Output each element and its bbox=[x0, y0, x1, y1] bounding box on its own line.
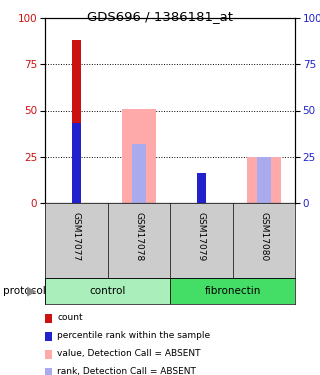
Bar bbox=[170, 278, 295, 304]
Text: control: control bbox=[89, 286, 126, 296]
Text: GSM17080: GSM17080 bbox=[259, 212, 268, 261]
Text: fibronectin: fibronectin bbox=[204, 286, 261, 296]
Text: GDS696 / 1386181_at: GDS696 / 1386181_at bbox=[87, 10, 233, 23]
Bar bbox=[132, 144, 146, 203]
Bar bbox=[257, 157, 271, 203]
Bar bbox=[247, 157, 281, 203]
Text: rank, Detection Call = ABSENT: rank, Detection Call = ABSENT bbox=[57, 367, 196, 375]
Bar bbox=[72, 123, 81, 203]
Text: GSM17078: GSM17078 bbox=[134, 212, 143, 261]
Bar bbox=[122, 109, 156, 203]
Text: GSM17079: GSM17079 bbox=[197, 212, 206, 261]
Bar bbox=[196, 175, 206, 203]
Text: percentile rank within the sample: percentile rank within the sample bbox=[57, 331, 210, 340]
Text: ▶: ▶ bbox=[28, 285, 37, 297]
Bar bbox=[45, 278, 170, 304]
Bar bbox=[72, 40, 81, 203]
Text: GSM17077: GSM17077 bbox=[72, 212, 81, 261]
Bar bbox=[196, 173, 206, 203]
Text: value, Detection Call = ABSENT: value, Detection Call = ABSENT bbox=[57, 349, 201, 358]
Text: count: count bbox=[57, 313, 83, 322]
Text: protocol: protocol bbox=[3, 286, 46, 296]
